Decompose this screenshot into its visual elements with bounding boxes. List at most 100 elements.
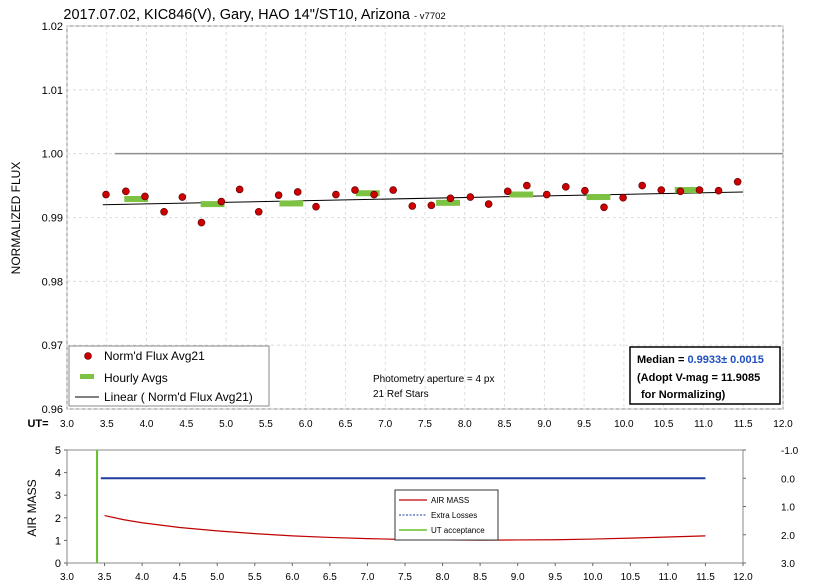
flux-legend-box — [68, 345, 270, 407]
losses-y2-tick-label: -1.0 — [781, 446, 799, 457]
losses-y2-ticks: -1.0 0.0 1.0 2.0 3.0 — [743, 446, 799, 570]
airmass-x-tick-label: 5.5 — [248, 572, 262, 583]
hourly-avg-mark — [509, 191, 534, 198]
flux-point — [274, 191, 283, 199]
flux-points — [102, 177, 742, 227]
flux-point — [600, 203, 608, 212]
adopt-vmag-text: (Adopt V-mag = 11.9085 — [637, 372, 760, 384]
flux-x-tick-label: 8.0 — [458, 419, 472, 430]
aperture-note: Photometry aperture = 4 px — [373, 374, 494, 385]
airmass-x-tick-label: 4.5 — [173, 572, 187, 583]
flux-x-tick-label: 4.5 — [179, 419, 193, 430]
airmass-x-tick-label: 9.0 — [511, 572, 525, 583]
airmass-x-tick-label: 5.0 — [210, 572, 224, 583]
airmass-y-tick-label: 1 — [55, 535, 61, 547]
flux-x-tick-label: 10.0 — [614, 419, 634, 430]
airmass-x-tick-label: 12.0 — [733, 572, 753, 583]
airmass-x-tick-label: 6.0 — [285, 572, 299, 583]
flux-legend: Norm'd Flux Avg21 Hourly Avgs Linear ( N… — [68, 345, 270, 407]
airmass-y-tick-label: 3 — [55, 490, 61, 502]
flux-point — [562, 183, 570, 191]
flux-x-tick-label: 4.0 — [140, 419, 154, 430]
legend-linear-label: Linear ( Norm'd Flux Avg21) — [104, 390, 253, 404]
losses-y2-tick-label: 1.0 — [781, 503, 795, 514]
airmass-panel: 0 1 2 3 4 5 -1.0 0.0 1.0 2.0 3.0 3.0 3.5 4.0 4.5 5.0 5… — [25, 445, 799, 583]
hourly-avg-mark — [279, 200, 304, 207]
normalizing-text: for Normalizing) — [641, 389, 726, 401]
airmass-x-tick-label: 10.5 — [621, 572, 641, 583]
airmass-y-ticks: 0 1 2 3 4 5 — [55, 445, 67, 570]
ut-axis-prefix: UT= — [27, 418, 48, 430]
flux-point — [389, 186, 397, 194]
median-text: Median = 0.9933± 0.0015 — [637, 354, 764, 366]
flux-y-tick-label: 1.02 — [42, 21, 63, 33]
flux-x-ticks: 3.0 3.5 4.0 4.5 5.0 5.5 6.0 6.5 7.0 7.5 8.0 8.5 9.0 9… — [60, 419, 793, 430]
airmass-x-tick-label: 3.5 — [98, 572, 112, 583]
airmass-x-tick-label: 11.5 — [696, 572, 715, 583]
flux-point — [503, 187, 512, 196]
flux-y-tick-label: 0.97 — [42, 340, 63, 352]
hourly-avg-mark — [436, 199, 461, 206]
flux-point — [714, 186, 723, 195]
flux-point — [733, 177, 742, 186]
legend-losses-label: Extra Losses — [431, 511, 477, 520]
hourly-avg-mark — [355, 190, 380, 197]
flux-y-tick-label: 0.99 — [42, 213, 63, 225]
flux-point — [254, 207, 263, 216]
legend-flux-label: Norm'd Flux Avg21 — [104, 349, 205, 363]
flux-y-tick-label: 1.00 — [42, 149, 63, 161]
flux-point — [351, 186, 359, 194]
ref-stars-note: 21 Ref Stars — [373, 389, 429, 400]
legend-ut-label: UT acceptance — [431, 526, 485, 535]
losses-y2-tick-label: 3.0 — [781, 559, 795, 570]
legend-hourly-label: Hourly Avgs — [104, 371, 168, 385]
airmass-x-tick-label: 4.0 — [135, 572, 149, 583]
flux-point — [657, 186, 666, 194]
flux-point — [217, 197, 226, 206]
hourly-avg-mark — [674, 187, 699, 194]
losses-y2-tick-label: 2.0 — [781, 531, 795, 542]
median-prefix: Median = — [637, 354, 687, 366]
flux-x-tick-label: 12.0 — [773, 419, 793, 430]
airmass-x-tick-label: 8.0 — [436, 572, 450, 583]
version-tag: - v7702 — [414, 11, 446, 22]
flux-y-label: NORMALIZED FLUX — [9, 162, 23, 275]
airmass-x-ticks: 3.0 3.5 4.0 4.5 5.0 5.5 6.0 6.5 7.0 7.5 8.0 8.5 9.0 9… — [60, 563, 753, 583]
legend-flux-marker — [84, 352, 92, 360]
airmass-legend: AIR MASS Extra Losses UT acceptance — [394, 489, 499, 541]
hourly-avg-mark — [124, 195, 149, 202]
airmass-y-tick-label: 4 — [55, 468, 61, 480]
flux-x-tick-label: 9.0 — [537, 419, 551, 430]
flux-point — [408, 202, 417, 210]
flux-point — [484, 200, 493, 208]
legend-airmass-label: AIR MASS — [431, 496, 469, 505]
flux-y-tick-label: 1.01 — [42, 85, 63, 97]
flux-point — [102, 190, 110, 199]
flux-panel: 0.96 0.97 0.98 0.99 1.00 1.01 1.02 3.0 3.5 4.0 4.… — [9, 21, 793, 430]
flux-point — [197, 218, 206, 227]
hourly-avg-mark — [586, 194, 611, 201]
flux-point — [122, 187, 130, 196]
flux-point — [619, 193, 627, 202]
airmass-legend-box — [394, 489, 499, 541]
airmass-x-tick-label: 9.5 — [548, 572, 562, 583]
flux-point — [427, 201, 436, 210]
flux-point — [160, 207, 168, 216]
flux-y-ticks: 0.96 0.97 0.98 0.99 1.00 1.01 1.02 — [42, 21, 63, 416]
flux-x-tick-label: 11.5 — [734, 419, 753, 430]
airmass-x-tick-label: 8.5 — [473, 572, 487, 583]
flux-x-tick-label: 6.5 — [338, 419, 352, 430]
flux-point — [235, 185, 244, 194]
losses-y2-tick-label: 0.0 — [781, 474, 795, 485]
flux-x-tick-label: 3.5 — [100, 419, 114, 430]
airmass-y-tick-label: 5 — [55, 445, 61, 457]
flux-point — [446, 194, 455, 203]
hourly-avg-mark — [200, 201, 225, 208]
airmass-x-tick-label: 7.0 — [360, 572, 374, 583]
airmass-x-tick-label: 11.0 — [659, 572, 678, 583]
flux-gridlines — [66, 25, 784, 410]
flux-x-tick-label: 3.0 — [60, 419, 74, 430]
flux-point — [141, 192, 149, 201]
flux-x-tick-label: 10.5 — [654, 419, 674, 430]
flux-point — [695, 186, 704, 194]
